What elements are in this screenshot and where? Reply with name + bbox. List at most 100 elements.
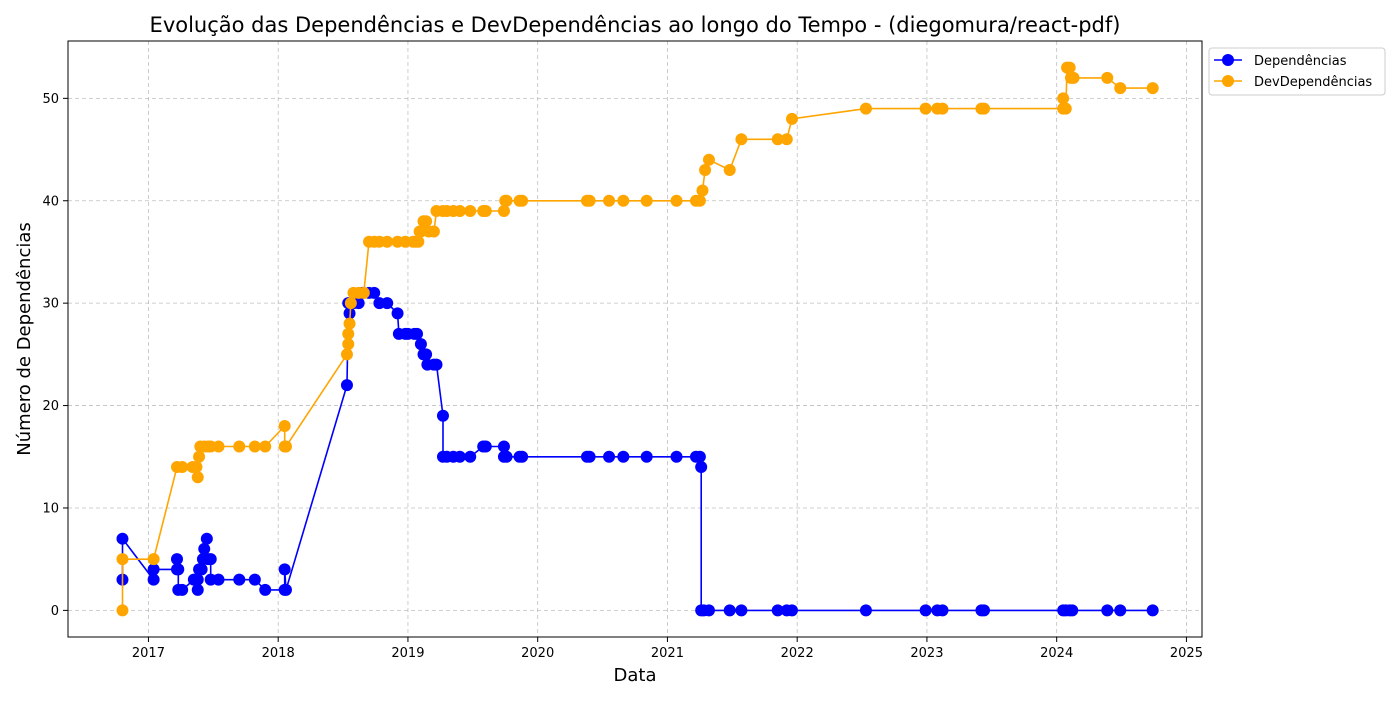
data-point-series-2 (702, 153, 715, 166)
data-point-series-1 (340, 379, 353, 392)
data-point-series-1 (172, 563, 185, 576)
data-point-series-2 (453, 204, 466, 217)
y-tick-label: 50 (42, 92, 59, 107)
data-point-series-1 (204, 553, 217, 566)
data-point-series-1 (278, 563, 291, 576)
data-point-series-1 (170, 553, 183, 566)
data-point-series-2 (279, 440, 292, 453)
data-point-series-2 (420, 215, 433, 228)
chart-title: Evolução das Dependências e DevDependênc… (150, 13, 1121, 37)
series-line-1 (121, 292, 1153, 612)
data-point-series-2 (723, 164, 736, 177)
data-point-series-2 (516, 194, 529, 207)
data-point-series-1 (198, 542, 211, 555)
data-point-series-2 (116, 604, 129, 617)
legend-marker-2 (1222, 75, 1234, 87)
data-point-series-1 (640, 450, 653, 463)
data-point-series-2 (936, 102, 949, 115)
x-tick-label: 2017 (132, 646, 165, 661)
data-point-series-1 (978, 604, 991, 617)
data-point-series-1 (617, 450, 630, 463)
data-point-series-2 (342, 327, 355, 340)
data-point-series-2 (859, 102, 872, 115)
data-point-series-1 (279, 583, 292, 596)
data-point-series-2 (233, 440, 246, 453)
data-point-series-2 (699, 164, 712, 177)
data-point-series-1 (414, 338, 427, 351)
data-point-series-1 (500, 450, 513, 463)
data-point-series-2 (670, 194, 683, 207)
data-point-series-2 (381, 235, 394, 248)
x-tick-label: 2025 (1170, 646, 1203, 661)
data-point-series-2 (771, 133, 784, 146)
data-point-series-1 (859, 604, 872, 617)
data-point-series-1 (497, 440, 510, 453)
y-tick-label: 0 (51, 604, 59, 619)
data-point-series-2 (735, 133, 748, 146)
data-point-series-2 (603, 194, 616, 207)
data-point-series-2 (147, 553, 160, 566)
data-point-series-1 (695, 461, 708, 474)
tick-layer: 2017 2018 2019 2020 2021 2022 2023 2024 2025 0 10 2… (42, 92, 1203, 661)
data-point-series-1 (147, 573, 160, 586)
data-point-series-2 (1063, 61, 1076, 74)
data-point-series-2 (464, 204, 477, 217)
data-point-series-1 (583, 450, 596, 463)
data-point-series-1 (453, 450, 466, 463)
data-point-series-1 (200, 532, 213, 545)
data-point-series-2 (1059, 102, 1072, 115)
data-point-series-1 (436, 409, 449, 422)
data-point-series-2 (919, 102, 932, 115)
data-point-series-2 (248, 440, 261, 453)
legend-marker-1 (1222, 54, 1234, 66)
x-tick-label: 2021 (651, 646, 684, 661)
y-tick-label: 40 (42, 194, 59, 209)
data-point-series-1 (464, 450, 477, 463)
series-line-2 (121, 66, 1153, 611)
data-point-series-1 (735, 604, 748, 617)
data-point-series-1 (212, 573, 225, 586)
data-point-series-2 (500, 194, 513, 207)
y-tick-label: 10 (42, 501, 59, 516)
x-tick-label: 2024 (1040, 646, 1073, 661)
y-tick-label: 20 (42, 399, 59, 414)
data-point-series-2 (340, 348, 353, 361)
data-point-series-1 (259, 583, 272, 596)
data-point-series-2 (696, 184, 709, 197)
data-point-series-1 (1066, 604, 1079, 617)
data-point-series-1 (1101, 604, 1114, 617)
data-point-series-2 (190, 461, 203, 474)
x-tick-label: 2020 (521, 646, 554, 661)
data-point-series-1 (233, 573, 246, 586)
data-point-series-1 (1114, 604, 1127, 617)
data-point-series-2 (978, 102, 991, 115)
data-point-series-1 (603, 450, 616, 463)
data-point-series-1 (147, 563, 160, 576)
data-point-series-1 (785, 604, 798, 617)
data-point-series-1 (430, 358, 443, 371)
data-point-series-2 (1057, 92, 1070, 105)
data-point-series-1 (411, 327, 424, 340)
data-point-series-2 (583, 194, 596, 207)
data-point-series-1 (368, 286, 381, 299)
data-point-series-1 (391, 307, 404, 320)
data-point-series-1 (191, 583, 204, 596)
x-axis-label: Data (614, 665, 657, 686)
data-point-series-2 (1067, 71, 1080, 84)
data-point-series-1 (919, 604, 932, 617)
data-point-series-2 (693, 194, 706, 207)
data-point-series-1 (195, 563, 208, 576)
data-point-series-1 (381, 297, 394, 310)
data-point-series-1 (420, 348, 433, 361)
data-point-series-2 (176, 461, 189, 474)
data-point-series-2 (780, 133, 793, 146)
data-point-series-2 (344, 297, 357, 310)
data-point-series-1 (248, 573, 261, 586)
legend-box (1208, 47, 1386, 96)
legend-label-2: DevDependências (1254, 75, 1372, 90)
data-point-series-2 (640, 194, 653, 207)
x-tick-label: 2018 (262, 646, 295, 661)
data-point-series-2 (212, 440, 225, 453)
